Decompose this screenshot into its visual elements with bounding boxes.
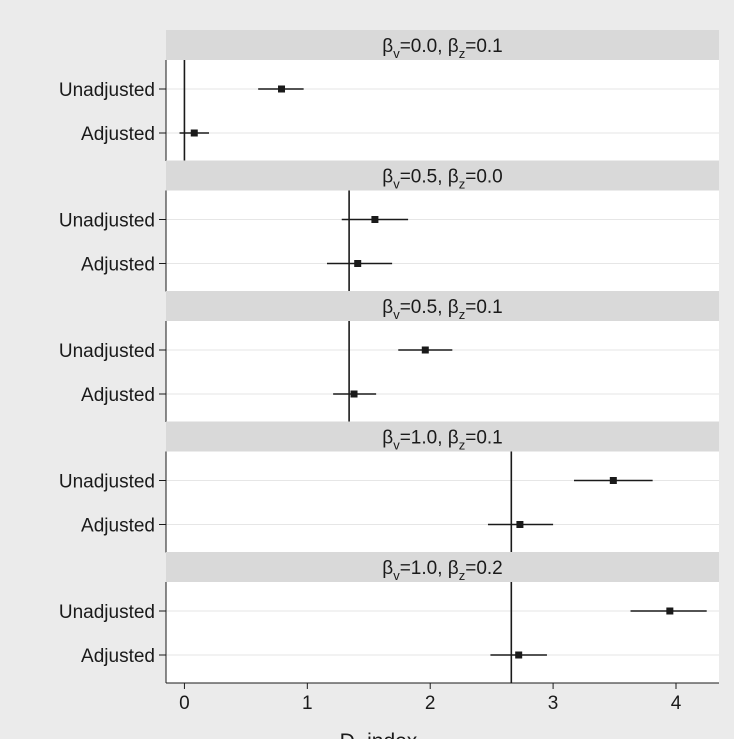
strip-text-part: =0.5,: [400, 167, 448, 188]
point-estimate: [516, 521, 524, 528]
panel-body: [166, 451, 719, 553]
strip-text-part: z: [459, 177, 466, 192]
point-estimate: [666, 607, 674, 615]
point-estimate: [278, 85, 286, 93]
panel-body: [166, 582, 719, 683]
strip-text-part: v: [393, 438, 400, 453]
row-label: Adjusted: [81, 124, 155, 145]
x-tick-label: 3: [548, 693, 559, 714]
point-estimate: [371, 216, 379, 223]
strip-text-part: β: [382, 558, 393, 579]
strip-text-part: z: [459, 568, 466, 583]
point-estimate: [350, 390, 358, 398]
strip-text-part: β: [448, 558, 459, 579]
strip-text-part: z: [459, 307, 466, 322]
strip-text-part: β: [382, 428, 393, 449]
strip-text-part: z: [459, 46, 466, 61]
strip-text-part: β: [382, 297, 393, 318]
row-label: Adjusted: [81, 516, 155, 537]
point-estimate: [421, 346, 429, 354]
panel-strip: [166, 421, 719, 452]
x-tick-label: 1: [302, 693, 313, 714]
panel-strip: [166, 30, 719, 60]
strip-text-part: =1.0,: [400, 558, 448, 579]
strip-text-part: β: [448, 297, 459, 318]
strip-text-part: =0.1: [465, 297, 503, 318]
strip-text-part: β: [448, 36, 459, 57]
x-tick-label: 2: [425, 693, 436, 714]
strip-text-part: v: [393, 568, 400, 583]
strip-text-part: β: [448, 167, 459, 188]
strip-text-part: =0.1: [465, 36, 503, 57]
panel-body: [166, 60, 719, 161]
strip-text-part: β: [448, 428, 459, 449]
panel-strip: [166, 291, 719, 321]
row-label: Unadjusted: [59, 602, 155, 623]
panel-strip-title: βv=1.0, βz=0.1: [382, 428, 502, 453]
panel-strip: [166, 552, 719, 582]
strip-text-part: =0.2: [465, 558, 503, 579]
point-estimate: [609, 477, 617, 484]
x-tick-label: 4: [671, 693, 682, 714]
strip-text-part: =0.5,: [400, 297, 448, 318]
strip-text-part: z: [459, 438, 466, 453]
panel-strip: [166, 160, 719, 191]
row-label: Adjusted: [81, 385, 155, 406]
panel-strip-title: βv=0.0, βz=0.1: [382, 36, 502, 61]
strip-text-part: =1.0,: [400, 428, 448, 449]
row-label: Adjusted: [81, 255, 155, 276]
row-label: Unadjusted: [59, 211, 155, 232]
panel-strip-title: βv=1.0, βz=0.2: [382, 558, 502, 583]
x-axis-title: D−index: [340, 730, 418, 739]
panel-strip-title: βv=0.5, βz=0.0: [382, 167, 502, 192]
strip-text-part: =0.0: [465, 167, 503, 188]
row-label: Unadjusted: [59, 341, 155, 362]
panel-body: [166, 321, 719, 422]
point-estimate: [354, 260, 362, 267]
panel-body: [166, 190, 719, 292]
strip-text-part: =0.0,: [400, 36, 448, 57]
point-estimate: [190, 129, 198, 137]
point-estimate: [515, 651, 523, 659]
row-label: Unadjusted: [59, 472, 155, 493]
panel-strip-title: βv=0.5, βz=0.1: [382, 297, 502, 322]
strip-text-part: v: [393, 307, 400, 322]
x-tick-label: 0: [179, 693, 190, 714]
row-label: Unadjusted: [59, 80, 155, 101]
strip-text-part: v: [393, 177, 400, 192]
strip-text-part: =0.1: [465, 428, 503, 449]
strip-text-part: v: [393, 46, 400, 61]
row-label: Adjusted: [81, 646, 155, 667]
strip-text-part: β: [382, 167, 393, 188]
strip-text-part: β: [382, 36, 393, 57]
